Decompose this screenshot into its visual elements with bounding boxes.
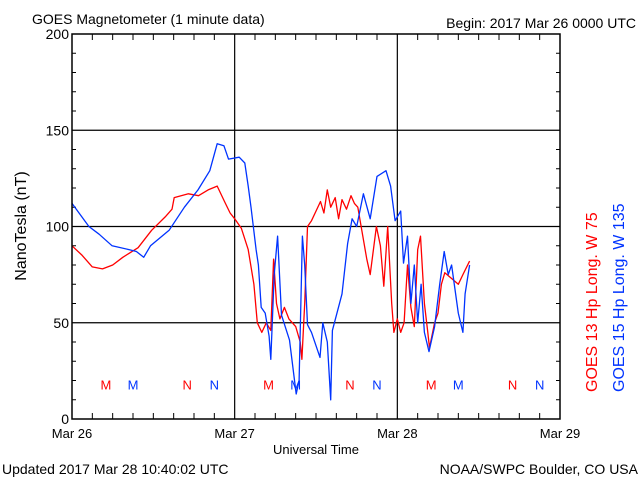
local-time-marker-m: M (290, 377, 301, 392)
series-line-goes15 (71, 143, 471, 401)
series-line-goes13 (71, 185, 471, 360)
local-time-marker-n: N (345, 377, 354, 392)
begin-time: Begin: 2017 Mar 26 0000 UTC (446, 15, 636, 31)
local-time-marker-n: N (535, 377, 544, 392)
chart-title: GOES Magnetometer (1 minute data) (32, 11, 265, 27)
local-time-marker-m: M (453, 377, 464, 392)
x-axis-label: Universal Time (273, 442, 359, 457)
local-time-marker-n: N (183, 377, 192, 392)
y-tick-label: 50 (53, 315, 69, 331)
local-time-marker-m: M (263, 377, 274, 392)
y-tick-label: 0 (61, 411, 69, 427)
y-tick-label: 200 (46, 26, 70, 42)
plot-frame (71, 33, 561, 420)
y-tick-label: 100 (46, 219, 70, 235)
updated-timestamp: Updated 2017 Mar 28 10:40:02 UTC (2, 461, 228, 477)
local-time-marker-m: M (100, 377, 111, 392)
x-tick-label: Mar 26 (52, 426, 92, 441)
x-tick-label: Mar 28 (377, 426, 417, 441)
credit-text: NOAA/SWPC Boulder, CO USA (440, 461, 639, 477)
y-axis-label: NanoTesla (nT) (13, 171, 30, 280)
local-time-marker-n: N (210, 377, 219, 392)
local-time-marker-n: N (508, 377, 517, 392)
local-time-marker-m: M (128, 377, 139, 392)
local-time-marker-m: M (426, 377, 437, 392)
y-tick-label: 150 (46, 122, 70, 138)
x-tick-label: Mar 27 (214, 426, 254, 441)
legend-goes15: GOES 15 Hp Long. W 135 (611, 203, 628, 392)
x-tick-label: Mar 29 (540, 426, 580, 441)
local-time-marker-n: N (372, 377, 381, 392)
legend-goes13: GOES 13 Hp Long. W 75 (584, 212, 601, 392)
